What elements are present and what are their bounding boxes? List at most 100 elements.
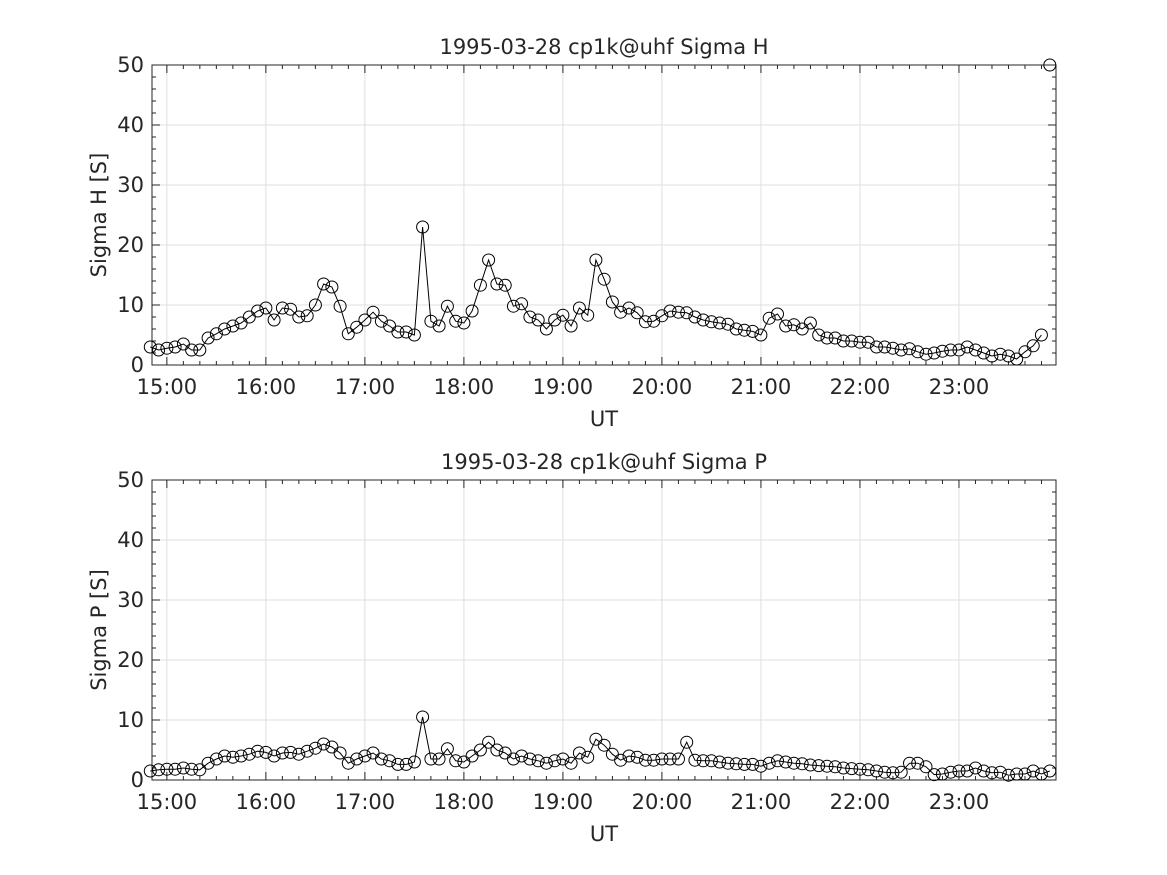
data-point xyxy=(424,314,438,328)
data-point xyxy=(721,317,735,331)
data-point xyxy=(886,341,900,355)
x-tick-label: 18:00 xyxy=(434,790,495,814)
data-point xyxy=(193,763,207,777)
y-tick-label: 10 xyxy=(117,293,144,317)
data-point xyxy=(836,761,850,775)
data-point xyxy=(407,328,421,342)
data-point xyxy=(655,752,669,766)
x-tick-label: 19:00 xyxy=(533,790,594,814)
data-point xyxy=(845,334,859,348)
data-point xyxy=(721,756,735,770)
data-point xyxy=(432,319,446,333)
data-point xyxy=(861,335,875,349)
data-point xyxy=(317,277,331,291)
data-point xyxy=(903,342,916,356)
data-point xyxy=(605,295,619,309)
data-point xyxy=(878,340,892,354)
data-point xyxy=(251,744,265,758)
data-point xyxy=(771,307,784,321)
data-point xyxy=(449,754,463,768)
y-tick-label: 0 xyxy=(131,768,144,792)
chart-title: 1995-03-28 cp1k@uhf Sigma H xyxy=(439,35,768,59)
data-point xyxy=(556,752,570,766)
data-point xyxy=(622,749,636,763)
data-point xyxy=(977,346,991,360)
data-point xyxy=(672,752,685,766)
data-point xyxy=(292,310,306,324)
data-point xyxy=(506,299,520,313)
data-point xyxy=(812,328,826,342)
data-point xyxy=(919,347,933,361)
plot-frame xyxy=(151,479,1057,781)
data-point xyxy=(911,345,925,359)
data-point xyxy=(482,253,496,267)
data-point xyxy=(391,757,405,771)
data-point xyxy=(828,760,842,774)
data-point xyxy=(399,325,413,339)
panel-sigma-h: 1995-03-28 cp1k@uhf Sigma H 01020304050 … xyxy=(87,35,1057,431)
data-point xyxy=(251,304,265,318)
data-point xyxy=(168,762,182,776)
data-point xyxy=(737,757,751,771)
data-point xyxy=(490,743,504,757)
data-point xyxy=(820,759,834,773)
data-point xyxy=(729,757,743,771)
y-axis-tick-labels: 0 10 20 30 40 50 xyxy=(117,468,144,792)
y-axis-label: Sigma P [S] xyxy=(87,569,111,691)
data-point xyxy=(969,761,982,775)
data-point xyxy=(985,766,999,780)
data-point xyxy=(168,340,182,354)
data-point xyxy=(350,752,364,766)
data-point xyxy=(548,754,562,768)
plot-frame xyxy=(151,64,1057,366)
series xyxy=(143,710,1057,782)
data-point xyxy=(482,735,496,749)
series-line xyxy=(150,226,1042,360)
y-tick-label: 40 xyxy=(117,113,144,137)
data-point xyxy=(878,765,892,779)
data-point xyxy=(952,343,966,357)
data-point xyxy=(754,759,768,773)
series-line xyxy=(150,716,1050,776)
data-point xyxy=(539,322,553,336)
data-point xyxy=(432,752,446,766)
x-tick-label: 22:00 xyxy=(830,790,891,814)
y-tick-label: 20 xyxy=(117,648,144,672)
data-point xyxy=(308,741,322,755)
data-point xyxy=(473,278,487,292)
data-point xyxy=(927,346,941,360)
y-tick-label: 10 xyxy=(117,708,144,732)
data-point xyxy=(960,340,974,354)
data-point xyxy=(341,756,355,770)
data-point xyxy=(985,349,999,363)
data-point xyxy=(919,760,933,774)
data-point xyxy=(209,752,223,766)
data-point xyxy=(564,319,578,333)
data-point xyxy=(903,756,916,770)
data-point xyxy=(193,343,207,357)
data-point xyxy=(581,750,595,764)
data-point xyxy=(358,749,372,763)
data-point xyxy=(308,298,322,312)
data-point xyxy=(696,313,710,327)
x-axis-tick-labels: 15:00 16:00 17:00 18:00 19:00 20:00 21:00 22:00… xyxy=(137,375,990,399)
x-tick-label: 20:00 xyxy=(632,375,693,399)
data-point xyxy=(969,343,982,357)
data-point xyxy=(498,278,512,292)
data-point xyxy=(218,749,232,763)
data-point xyxy=(473,743,487,757)
data-point xyxy=(523,752,537,766)
data-point xyxy=(870,764,883,778)
data-point xyxy=(1026,339,1040,353)
data-point xyxy=(589,253,603,267)
x-tick-label: 16:00 xyxy=(236,790,297,814)
data-point xyxy=(614,305,628,319)
data-point xyxy=(515,749,529,763)
data-point xyxy=(267,749,281,763)
data-point xyxy=(515,297,529,311)
data-point xyxy=(688,310,702,324)
x-tick-label: 20:00 xyxy=(632,790,693,814)
data-point xyxy=(506,752,520,766)
series xyxy=(143,58,1057,366)
data-point xyxy=(787,318,801,332)
